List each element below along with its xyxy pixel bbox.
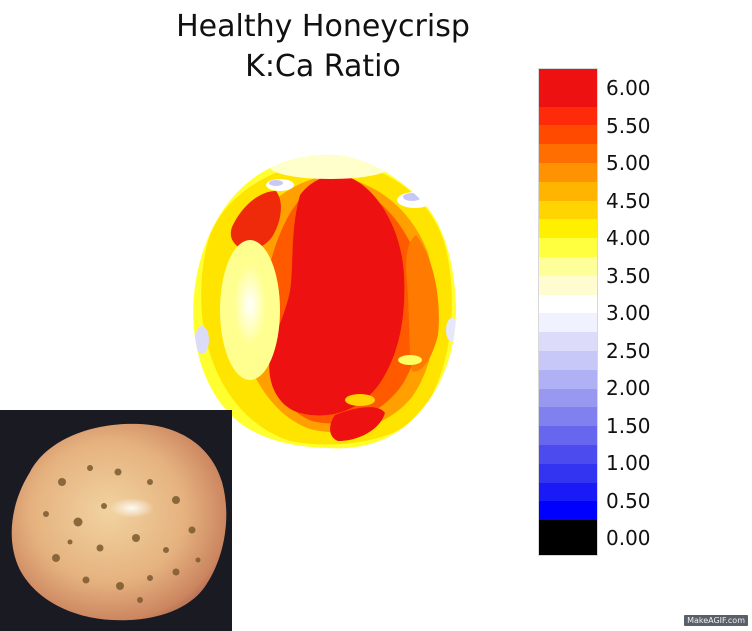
heat-red-lower <box>330 407 385 441</box>
heat-red-core <box>269 175 405 416</box>
colorbar-segment <box>539 69 597 88</box>
colorbar-tick-label: 5.50 <box>606 113 651 138</box>
colorbar-tick-label: 2.00 <box>606 376 651 400</box>
heat-orange-right <box>406 235 439 372</box>
colorbar-tick-label: 6.00 <box>606 76 651 100</box>
colorbar-segment <box>539 219 597 239</box>
apple-kca-heatmap <box>193 154 457 449</box>
colorbar-tick-label: 1.00 <box>606 451 651 475</box>
colorbar-segment <box>539 294 597 314</box>
colorbar-segment <box>539 125 597 145</box>
apple-photo <box>0 410 232 631</box>
colorbar-segment <box>539 501 597 521</box>
colorbar-segment <box>539 200 597 220</box>
colorbar-segment <box>539 407 597 427</box>
apple-photo-inset <box>0 410 232 631</box>
colorbar-segment <box>539 463 597 483</box>
colorbar-segment <box>539 350 597 370</box>
colorbar-tick-label: 4.00 <box>606 226 651 250</box>
chart-title-line2: K:Ca Ratio <box>245 49 401 84</box>
colorbar-tick-label: 3.00 <box>606 301 651 325</box>
colorbar-segment <box>539 444 597 464</box>
colorbar-tick-label: 3.50 <box>606 263 651 288</box>
colorbar-tick-label: 4.50 <box>606 188 651 213</box>
colorbar-segment <box>539 369 597 389</box>
colorbar-segment <box>539 388 597 408</box>
colorbar-tick-label: 1.50 <box>606 413 651 438</box>
colorbar-segment <box>539 162 597 182</box>
watermark: MakeAGIF.com <box>684 615 748 626</box>
colorbar <box>538 68 598 556</box>
colorbar-segment <box>539 238 597 257</box>
colorbar-tick-label: 2.50 <box>606 338 651 363</box>
colorbar-segment <box>539 275 597 295</box>
heat-red-upper-left <box>230 191 281 250</box>
colorbar-segment <box>539 87 597 107</box>
colorbar-segment <box>539 181 597 201</box>
colorbar-segment <box>539 482 597 502</box>
colorbar-tick-label: 0.00 <box>606 526 651 550</box>
colorbar-segment <box>539 313 597 333</box>
colorbar-tick-label: 5.00 <box>606 151 651 175</box>
colorbar-segment <box>539 144 597 163</box>
colorbar-segment <box>539 426 597 445</box>
colorbar-tick-label: 0.50 <box>606 488 651 513</box>
chart-title-line1: Healthy Honeycrisp <box>176 9 470 44</box>
colorbar-segment <box>539 520 597 555</box>
colorbar-segment <box>539 256 597 276</box>
colorbar-segment <box>539 332 597 351</box>
colorbar-segment <box>539 106 597 126</box>
